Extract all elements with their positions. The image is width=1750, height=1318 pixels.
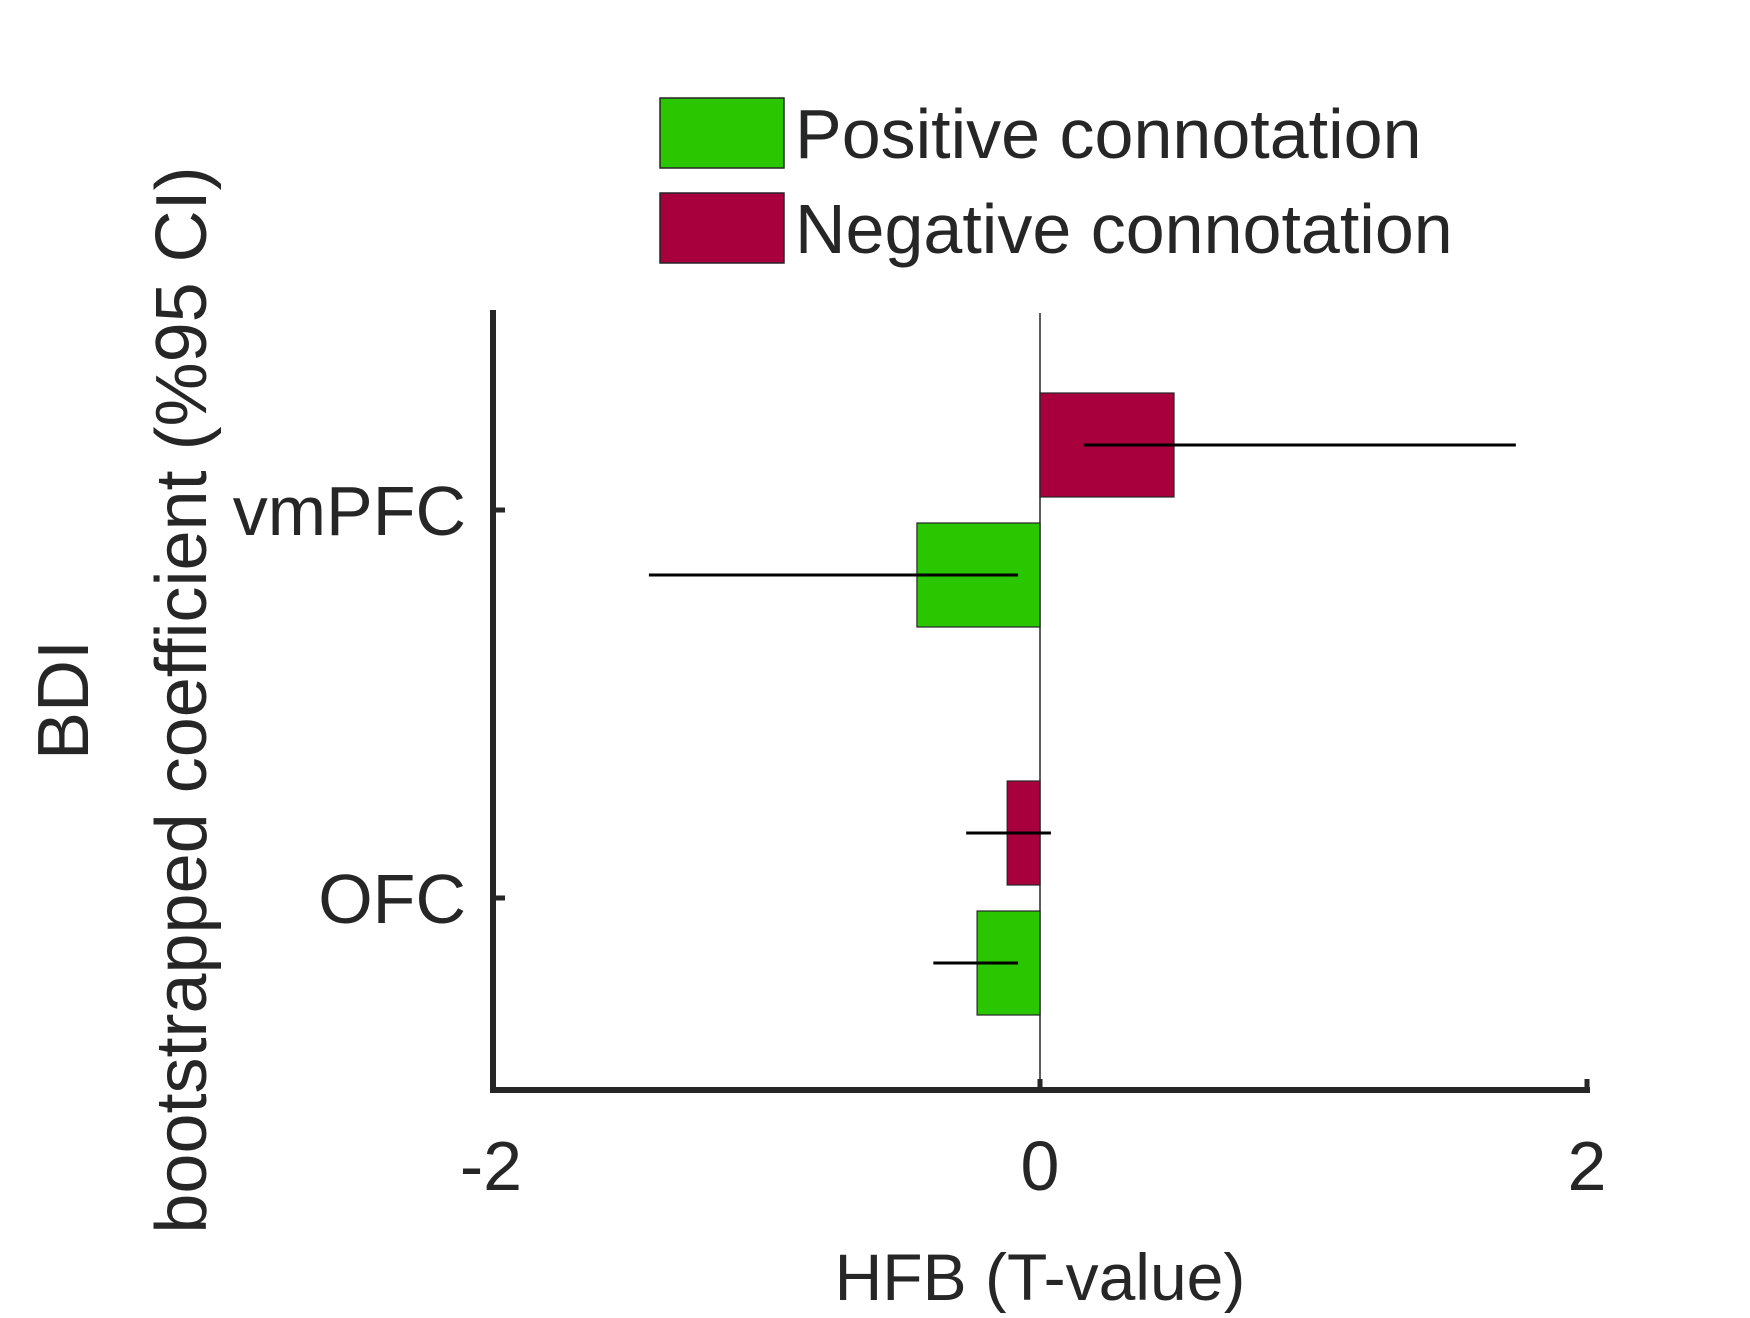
x-tick-label: -2 (460, 1127, 522, 1205)
x-axis-label: HFB (T-value) (835, 1240, 1246, 1313)
plot-area (648, 313, 1516, 1090)
legend-label: Positive connotation (795, 95, 1422, 173)
y-tick-label: OFC (318, 860, 466, 938)
y-tick-label: vmPFC (233, 472, 466, 550)
x-tick-label: 0 (1021, 1127, 1060, 1205)
x-tick-label: 2 (1568, 1127, 1607, 1205)
axes: -2 0 2 vmPFC OFC (233, 310, 1607, 1205)
legend: Positive connotation Negative connotation (659, 95, 1453, 268)
y-axis-label-line1: BDI (24, 640, 104, 760)
y-axis-label-line2: bootstrapped coefficient (%95 CI) (142, 166, 222, 1233)
y-axis-label: BDI bootstrapped coefficient (%95 CI) (24, 166, 222, 1233)
legend-swatch (659, 192, 785, 264)
legend-swatch (659, 97, 785, 169)
legend-label: Negative connotation (795, 190, 1453, 268)
